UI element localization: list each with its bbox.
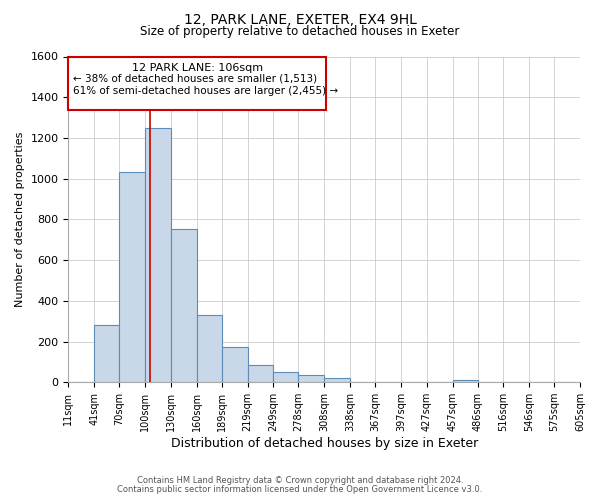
Text: 12 PARK LANE: 106sqm: 12 PARK LANE: 106sqm [131,62,263,72]
Bar [248,365,274,382]
FancyBboxPatch shape [68,56,326,110]
Text: ← 38% of detached houses are smaller (1,513): ← 38% of detached houses are smaller (1,… [73,74,317,84]
Bar [452,380,478,382]
Bar [145,128,171,382]
Bar [274,372,298,382]
Bar [298,374,324,382]
Bar [197,315,222,382]
X-axis label: Distribution of detached houses by size in Exeter: Distribution of detached houses by size … [170,437,478,450]
Bar [222,346,248,382]
Text: 12, PARK LANE, EXETER, EX4 9HL: 12, PARK LANE, EXETER, EX4 9HL [184,12,416,26]
Bar [171,228,197,382]
Bar [324,378,350,382]
Bar [94,325,119,382]
Text: 61% of semi-detached houses are larger (2,455) →: 61% of semi-detached houses are larger (… [73,86,338,96]
Y-axis label: Number of detached properties: Number of detached properties [15,132,25,307]
Text: Size of property relative to detached houses in Exeter: Size of property relative to detached ho… [140,25,460,38]
Text: Contains public sector information licensed under the Open Government Licence v3: Contains public sector information licen… [118,485,482,494]
Text: Contains HM Land Registry data © Crown copyright and database right 2024.: Contains HM Land Registry data © Crown c… [137,476,463,485]
Bar [119,172,145,382]
